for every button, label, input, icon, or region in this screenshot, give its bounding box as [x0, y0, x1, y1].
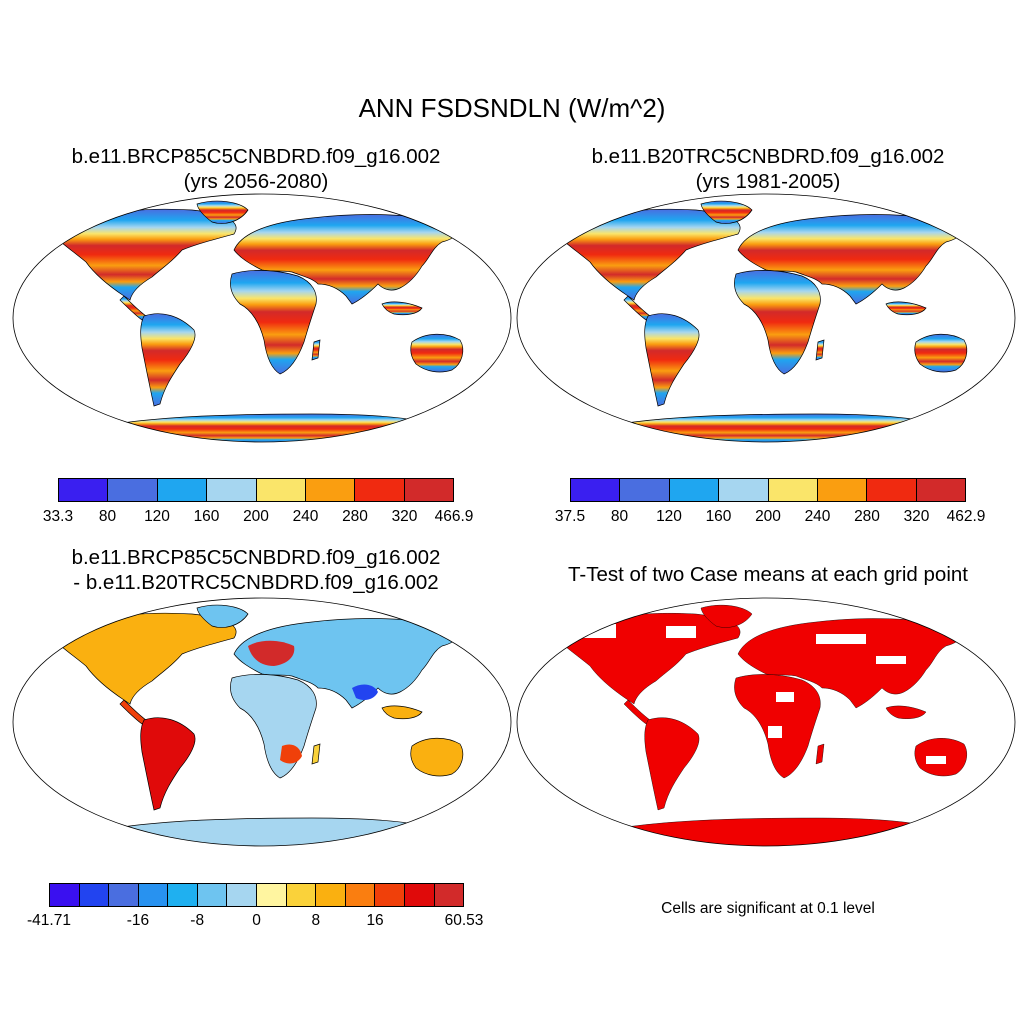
panel1-title-line2: (yrs 2056-2080): [183, 170, 329, 193]
colorbar-swatch: [79, 884, 110, 906]
panel3-title: b.e11.BRCP85C5CNBDRD.f09_g16.002 - b.e11…: [0, 545, 512, 595]
colorbar-panel2: [570, 478, 966, 502]
colorbar-swatch: [571, 479, 621, 501]
colorbar-tick-label: 160: [705, 508, 732, 525]
map-frame: [12, 193, 512, 443]
panel4-title-line1: T-Test of two Case means at each grid po…: [568, 563, 968, 586]
panel2-title-line2: (yrs 1981-2005): [695, 170, 841, 193]
colorbar-swatch: [227, 884, 258, 906]
europe-increase-patch: [248, 640, 295, 666]
colorbar-swatch: [305, 479, 356, 501]
map-panel4: [516, 597, 1016, 847]
colorbar-swatch: [197, 884, 228, 906]
panel2-title-line1: b.e11.B20TRC5CNBDRD.f09_g16.002: [591, 145, 945, 168]
southern-africa-increase-patch: [280, 744, 302, 764]
colorbar-tick-label: 240: [292, 508, 319, 525]
significance-note: Cells are significant at 0.1 level: [661, 900, 875, 917]
map-panel1: [12, 193, 512, 443]
colorbar-tick-label: 160: [193, 508, 220, 525]
colorbar-swatch: [257, 884, 287, 906]
colorbar-swatch: [50, 884, 80, 906]
south-asia-decrease-patch: [352, 684, 378, 700]
colorbar-swatch: [345, 884, 376, 906]
colorbar-tick-label: -41.71: [27, 912, 71, 929]
colorbar-tick-label: 200: [243, 508, 269, 525]
colorbar-swatch: [286, 884, 317, 906]
colorbar-tick-label: 120: [144, 508, 170, 525]
colorbar-tick-label: -8: [190, 912, 205, 929]
colorbar-tick-label: 462.9: [946, 508, 986, 525]
colorbar-tick-label: 280: [854, 508, 880, 525]
colorbar-panel3-labels: -41.71 -16 -8 0 8 16 60.53: [27, 912, 483, 932]
colorbar-panel1: [58, 478, 454, 502]
map-frame: [12, 597, 512, 847]
colorbar-panel2-labels: 37.5 80 120 160 200 240 280 320 462.9: [555, 508, 985, 528]
colorbar-swatch: [620, 479, 670, 501]
colorbar-tick-label: 280: [342, 508, 368, 525]
colorbar-tick-label: 37.5: [554, 508, 586, 525]
colorbar-swatch: [768, 479, 818, 501]
panel1-title-line1: b.e11.BRCP85C5CNBDRD.f09_g16.002: [71, 145, 441, 168]
colorbar-tick-label: 16: [366, 912, 384, 929]
colorbar-swatch: [207, 479, 257, 501]
colorbar-tick-label: 8: [311, 912, 321, 929]
colorbar-tick-label: 0: [252, 912, 261, 929]
colorbar-tick-label: 60.53: [444, 912, 484, 929]
colorbar-swatch: [138, 884, 169, 906]
colorbar-swatch: [669, 479, 720, 501]
colorbar-swatch: [108, 479, 158, 501]
colorbar-swatch: [404, 884, 435, 906]
colorbar-swatch: [355, 479, 405, 501]
colorbar-swatch: [168, 884, 198, 906]
colorbar-tick-label: 33.3: [42, 508, 74, 525]
colorbar-swatch: [109, 884, 139, 906]
colorbar-tick-label: 80: [98, 508, 117, 525]
colorbar-swatch: [59, 479, 109, 501]
colorbar-swatch: [719, 479, 769, 501]
panel3-title-line2: - b.e11.B20TRC5CNBDRD.f09_g16.002: [73, 571, 439, 594]
colorbar-tick-label: 80: [610, 508, 629, 525]
panel2-title: b.e11.B20TRC5CNBDRD.f09_g16.002 (yrs 198…: [512, 144, 1024, 194]
map-panel3: [12, 597, 512, 847]
colorbar-tick-label: 120: [656, 508, 682, 525]
panel3-title-line1: b.e11.BRCP85C5CNBDRD.f09_g16.002: [71, 546, 441, 569]
colorbar-swatch: [817, 479, 868, 501]
map-panel2: [516, 193, 1016, 443]
colorbar-panel1-labels: 33.3 80 120 160 200 240 280 320 466.9: [43, 508, 473, 528]
colorbar-tick-label: 200: [755, 508, 781, 525]
colorbar-tick-label: -16: [126, 912, 150, 929]
map-frame: [516, 597, 1016, 847]
colorbar-tick-label: 320: [903, 508, 930, 525]
colorbar-swatch: [375, 884, 405, 906]
colorbar-tick-label: 320: [391, 508, 418, 525]
map-frame: [516, 193, 1016, 443]
colorbar-tick-label: 466.9: [434, 508, 474, 525]
colorbar-swatch: [256, 479, 306, 501]
colorbar-swatch: [404, 479, 453, 501]
figure-title: ANN FSDSNDLN (W/m^2): [358, 93, 666, 123]
colorbar-panel3: [49, 883, 464, 907]
colorbar-swatch: [316, 884, 346, 906]
colorbar-swatch: [867, 479, 917, 501]
colorbar-swatch: [434, 884, 464, 906]
panel1-title: b.e11.BRCP85C5CNBDRD.f09_g16.002 (yrs 20…: [0, 144, 512, 194]
colorbar-swatch: [157, 479, 208, 501]
panel4-title: T-Test of two Case means at each grid po…: [512, 562, 1024, 587]
colorbar-tick-label: 240: [804, 508, 831, 525]
colorbar-swatch: [916, 479, 965, 501]
